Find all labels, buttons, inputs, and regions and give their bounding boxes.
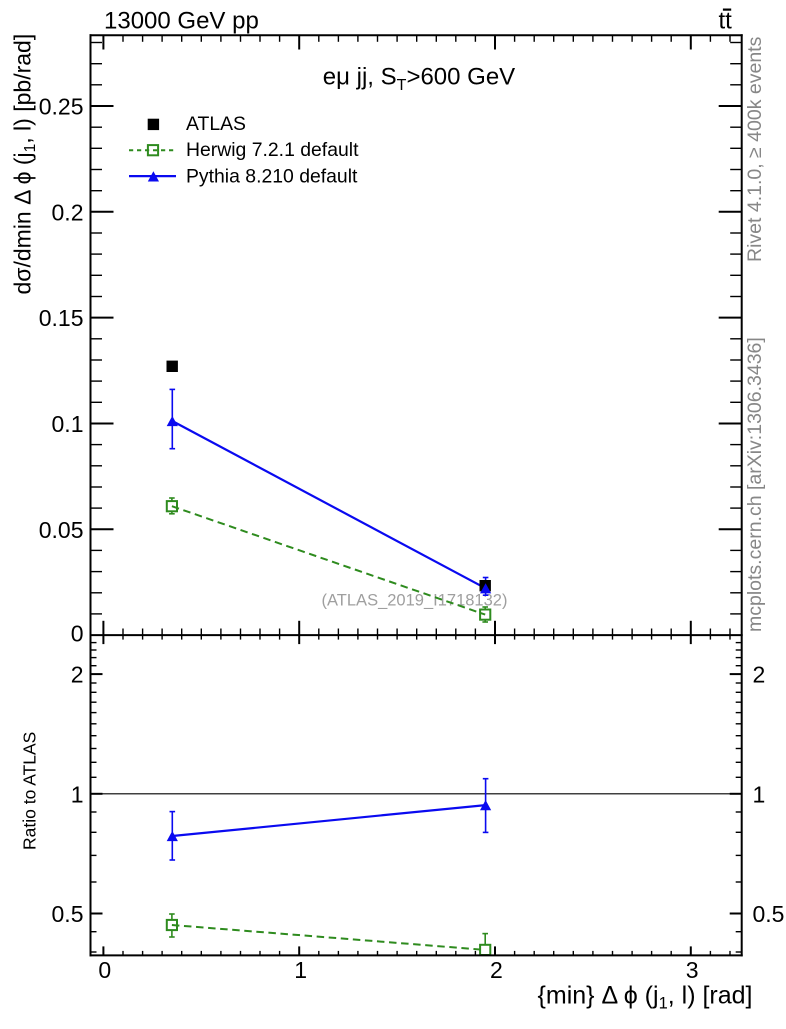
svg-text:2: 2 xyxy=(71,662,84,688)
svg-text:0: 0 xyxy=(71,620,84,646)
svg-text:{min} Δ ϕ (j1, l) [rad]: {min} Δ ϕ (j1, l) [rad] xyxy=(538,982,753,1013)
svg-text:Ratio to ATLAS: Ratio to ATLAS xyxy=(20,732,40,850)
svg-text:3: 3 xyxy=(686,957,699,983)
svg-text:(ATLAS_2019_I1718132): (ATLAS_2019_I1718132) xyxy=(322,591,508,609)
svg-text:Herwig 7.2.1 default: Herwig 7.2.1 default xyxy=(186,139,359,161)
svg-text:Rivet 4.1.0, ≥ 400k events: Rivet 4.1.0, ≥ 400k events xyxy=(744,36,766,262)
svg-text:eμ jj, ST>600 GeV: eμ jj, ST>600 GeV xyxy=(323,63,515,94)
svg-text:dσ/dmin Δ ϕ (j1, l) [pb/rad]: dσ/dmin Δ ϕ (j1, l) [pb/rad] xyxy=(10,34,40,295)
svg-text:1: 1 xyxy=(294,957,307,983)
svg-text:ATLAS: ATLAS xyxy=(186,113,246,135)
svg-text:0: 0 xyxy=(98,957,111,983)
svg-text:tt: tt xyxy=(719,7,733,34)
svg-text:Pythia 8.210 default: Pythia 8.210 default xyxy=(186,166,358,188)
svg-text:13000 GeV pp: 13000 GeV pp xyxy=(104,7,259,34)
svg-text:0.5: 0.5 xyxy=(52,901,84,927)
svg-text:0.25: 0.25 xyxy=(39,94,84,120)
svg-text:0.5: 0.5 xyxy=(753,901,785,927)
svg-text:2: 2 xyxy=(753,662,766,688)
svg-text:1: 1 xyxy=(753,781,766,807)
svg-text:mcplots.cern.ch [arXiv:1306.34: mcplots.cern.ch [arXiv:1306.3436] xyxy=(744,337,766,632)
svg-text:0.15: 0.15 xyxy=(39,305,84,331)
svg-text:1: 1 xyxy=(71,781,84,807)
svg-text:0.05: 0.05 xyxy=(39,517,84,543)
svg-text:0.2: 0.2 xyxy=(52,199,84,225)
svg-text:2: 2 xyxy=(490,957,503,983)
svg-text:0.1: 0.1 xyxy=(52,411,84,437)
